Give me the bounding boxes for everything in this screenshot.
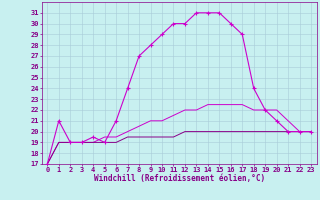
- X-axis label: Windchill (Refroidissement éolien,°C): Windchill (Refroidissement éolien,°C): [94, 174, 265, 183]
